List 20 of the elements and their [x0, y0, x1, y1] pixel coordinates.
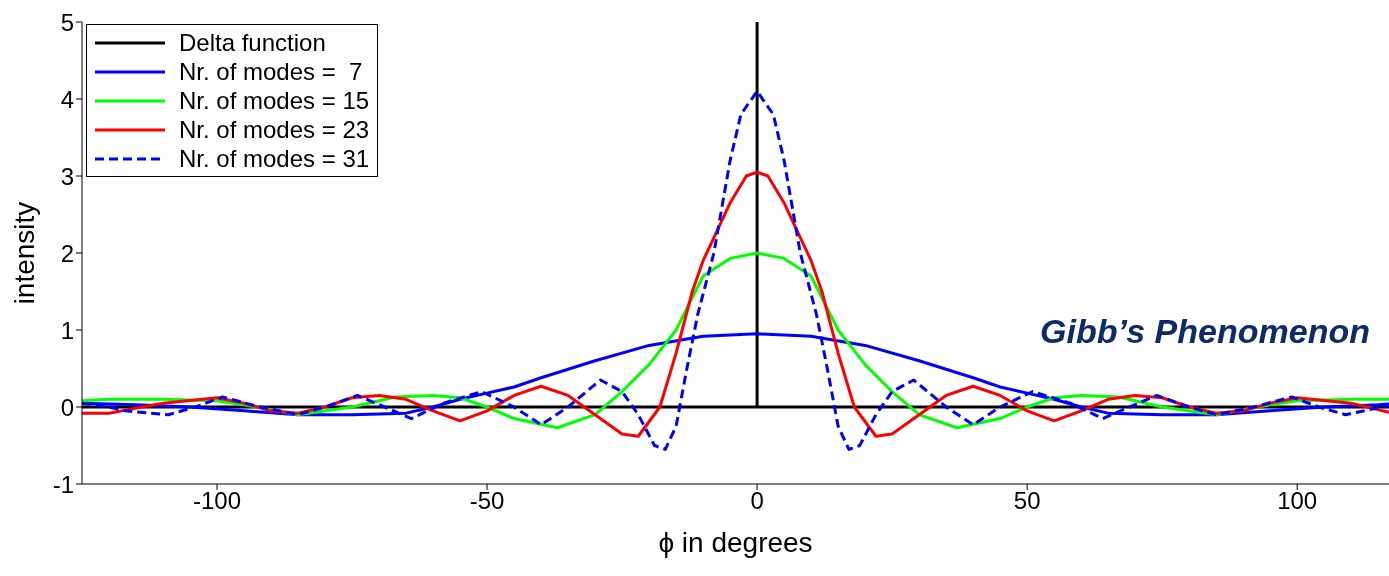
legend-label: Nr. of modes = 31	[179, 144, 370, 173]
legend-label: Delta function	[179, 28, 326, 57]
y-tick-label: -1	[52, 470, 74, 498]
y-tick-label: 4	[60, 85, 74, 113]
y-tick-label: 3	[60, 162, 74, 190]
x-tick-label: 100	[1277, 487, 1318, 515]
x-tick-label: 0	[750, 487, 764, 515]
y-axis-title: intensity	[8, 201, 40, 305]
legend-label: Nr. of modes = 7	[179, 57, 363, 86]
annotation: Gibb’s Phenomenon	[1040, 312, 1370, 351]
y-tick-label: 5	[60, 8, 74, 36]
x-tick-label: 50	[1013, 487, 1041, 515]
legend-label: Nr. of modes = 15	[179, 86, 370, 115]
y-tick-label: 1	[60, 316, 74, 344]
y-tick-label: 0	[60, 393, 74, 421]
legend-label: Nr. of modes = 23	[179, 115, 370, 144]
y-tick-label: 2	[60, 239, 74, 267]
x-axis-title: ϕ in degrees	[658, 527, 813, 558]
x-tick-label: -100	[193, 487, 242, 515]
x-tick-label: -50	[469, 487, 505, 515]
